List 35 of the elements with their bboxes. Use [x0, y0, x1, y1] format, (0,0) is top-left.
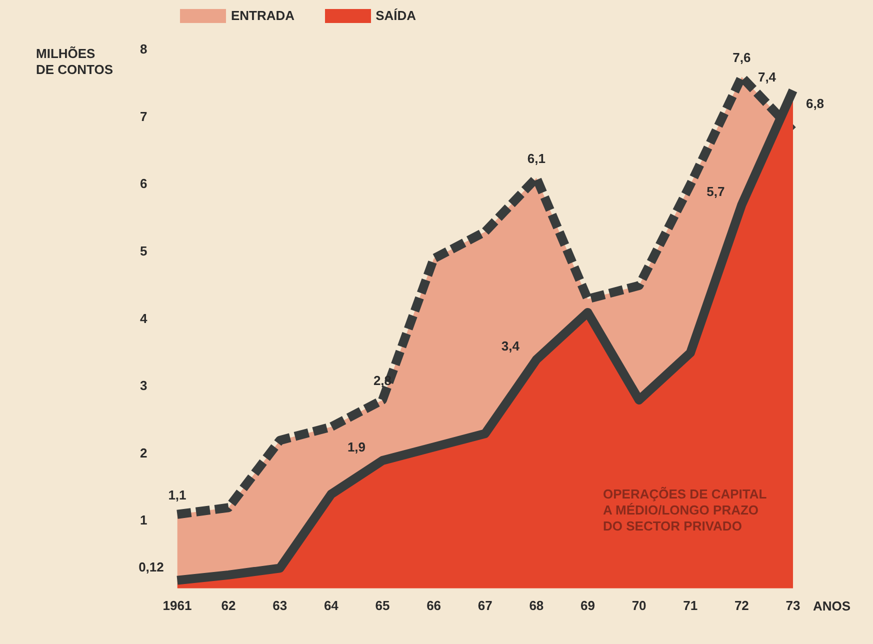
x-tick-label: 1961: [162, 598, 192, 613]
data-label: 7,4: [758, 69, 777, 84]
x-axis-title: ANOS: [813, 598, 851, 614]
x-tick-label: 71: [683, 598, 698, 613]
x-tick-label: 65: [375, 598, 390, 613]
legend-label: ENTRADA: [231, 8, 295, 23]
y-tick-label: 3: [140, 378, 148, 394]
data-label: 6,8: [806, 96, 824, 111]
x-tick-label: 69: [580, 598, 595, 613]
x-tick-label: 73: [786, 598, 800, 613]
data-label: 6,1: [527, 150, 546, 166]
y-tick-label: 5: [140, 243, 148, 258]
y-tick-label: 4: [140, 310, 148, 326]
x-tick-label: 67: [478, 598, 492, 613]
data-label: 5,7: [706, 184, 725, 199]
data-label: 1,9: [347, 440, 366, 455]
x-tick-label: 63: [272, 598, 288, 613]
data-label: 7,6: [732, 50, 751, 65]
data-label: 0,12: [138, 559, 164, 574]
x-tick-label: 68: [529, 598, 544, 613]
y-tick-label: 7: [140, 108, 148, 124]
x-tick-label: 64: [324, 598, 340, 613]
y-tick-label: 1: [140, 512, 148, 528]
y-tick-label: 8: [140, 42, 148, 57]
legend-label: SAÍDA: [376, 8, 416, 23]
y-tick-label: 6: [140, 176, 148, 192]
x-tick-label: 70: [632, 598, 646, 613]
y-tick-label: 2: [140, 445, 148, 460]
data-label: 1,1: [168, 487, 186, 502]
annotation: OPERAÇÕES DE CAPITAL A MÉDIO/LONGO PRAZO DO SECTOR PRIVADO: [603, 486, 767, 534]
y-axis-title: MILHÕES DE CONTOS: [36, 46, 114, 78]
x-tick-label: 72: [734, 598, 749, 613]
x-tick-label: 62: [221, 598, 236, 613]
data-label: 3,4: [501, 338, 520, 354]
x-tick-label: 66: [426, 598, 442, 613]
